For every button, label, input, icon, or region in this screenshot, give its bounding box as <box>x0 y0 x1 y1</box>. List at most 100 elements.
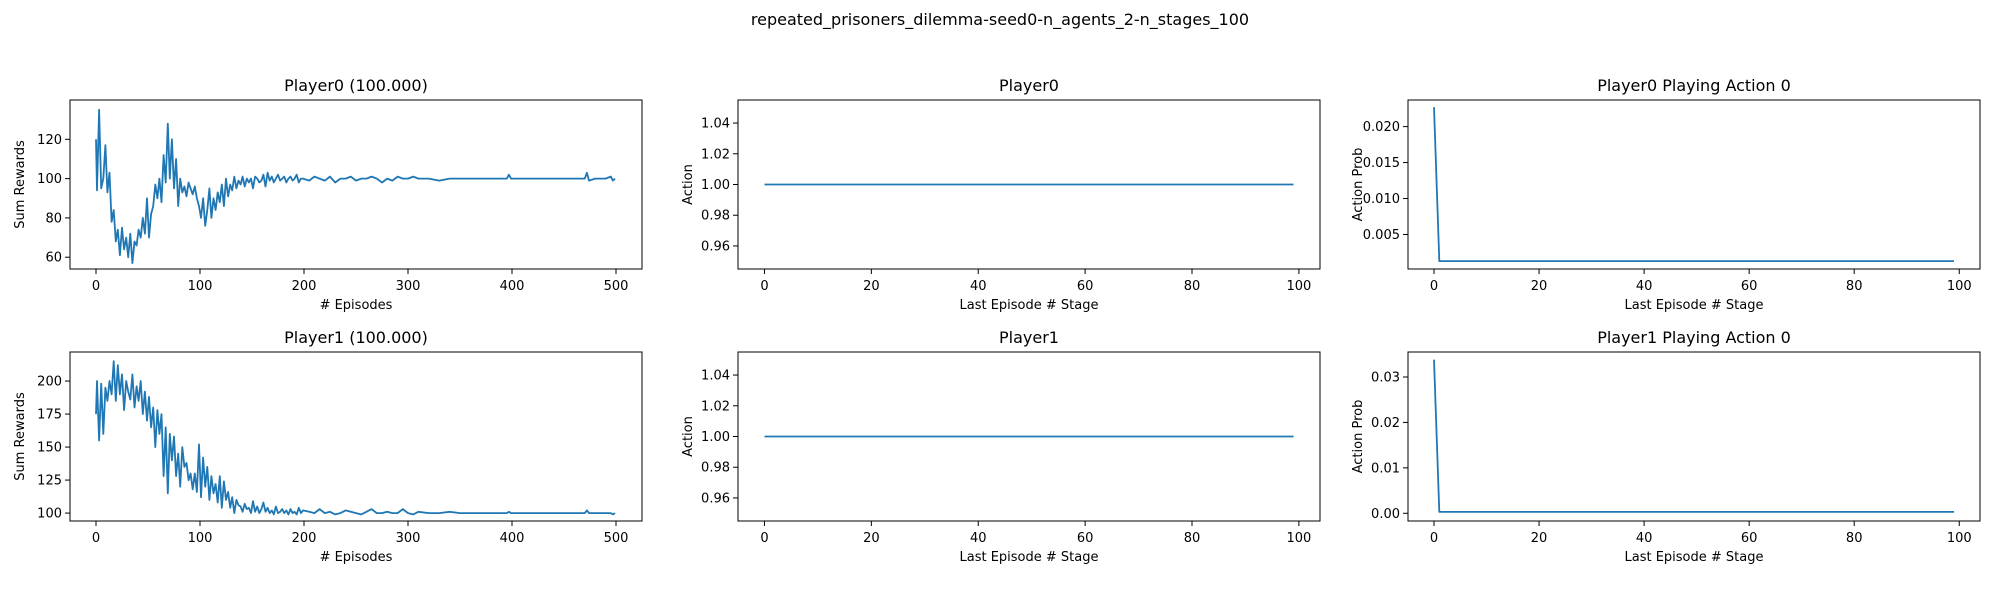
x-tick-label: 20 <box>863 279 880 294</box>
subplot-0: Player0 (100.000) 0 100 200 300 400 500 60 80 100… <box>13 76 643 313</box>
y-tick-label: 125 <box>37 474 62 489</box>
x-tick-label: 200 <box>292 531 317 546</box>
y-tick-label: 0.98 <box>701 461 730 476</box>
y-tick-label: 0.015 <box>1363 156 1400 171</box>
x-tick-label: 0 <box>92 531 100 546</box>
y-axis-label: Action <box>681 416 696 457</box>
figure-title: repeated_prisoners_dilemma-seed0-n_agent… <box>751 10 1249 30</box>
x-tick-label: 500 <box>604 531 629 546</box>
x-axis-label: Last Episode # Stage <box>1625 298 1764 313</box>
subplot-title: Player1 <box>999 328 1059 347</box>
x-tick-label: 0 <box>1430 531 1438 546</box>
x-tick-label: 80 <box>1184 531 1201 546</box>
x-tick-label: 300 <box>396 279 421 294</box>
axes-frame <box>737 351 1321 522</box>
x-tick-label: 100 <box>1286 531 1311 546</box>
series-line-0 <box>1433 107 1954 263</box>
subplot-title: Player0 (100.000) <box>284 76 428 95</box>
x-tick-label: 80 <box>1846 531 1863 546</box>
y-tick-label: 0.010 <box>1363 192 1400 207</box>
y-tick-label: 100 <box>37 172 62 187</box>
x-axis-label: Last Episode # Stage <box>1625 550 1764 565</box>
x-tick-label: 80 <box>1846 279 1863 294</box>
y-tick-label: 60 <box>45 251 62 266</box>
y-tick-label: 120 <box>37 133 62 148</box>
x-tick-label: 0 <box>92 279 100 294</box>
x-tick-label: 100 <box>188 279 213 294</box>
y-axis-label: Sum Rewards <box>13 392 28 481</box>
x-tick-label: 100 <box>1947 531 1972 546</box>
subplot-5: Player1 Playing Action 0 0 20 40 60 80 100 0.00… <box>1351 328 1981 565</box>
x-tick-label: 300 <box>396 531 421 546</box>
y-tick-label: 0.96 <box>701 491 730 506</box>
y-tick-label: 0.96 <box>701 239 730 254</box>
axes-frame <box>1407 351 1981 522</box>
y-tick-label: 1.00 <box>701 430 730 445</box>
axes-frame <box>1407 99 1981 270</box>
x-tick-label: 40 <box>1636 279 1653 294</box>
x-tick-label: 20 <box>1531 279 1548 294</box>
y-axis-label: Action <box>681 164 696 205</box>
y-axis-label: Sum Rewards <box>13 140 28 229</box>
subplot-title: Player0 <box>999 76 1059 95</box>
x-axis-label: Last Episode # Stage <box>960 298 1099 313</box>
x-tick-label: 20 <box>863 531 880 546</box>
subplot-4: Player1 0 20 40 60 80 100 0.96 0.98 1.00 1.02 1.04 L… <box>681 328 1321 565</box>
y-tick-label: 0.00 <box>1371 507 1400 522</box>
axes-frame <box>69 351 643 522</box>
subplot-3: Player1 (100.000) 0 100 200 300 400 500 100 125 1… <box>13 328 643 565</box>
y-tick-label: 200 <box>37 375 62 390</box>
x-tick-label: 60 <box>1077 531 1094 546</box>
x-tick-label: 0 <box>1430 279 1438 294</box>
y-tick-label: 150 <box>37 441 62 456</box>
x-tick-label: 60 <box>1077 279 1094 294</box>
y-tick-label: 0.005 <box>1363 228 1400 243</box>
y-tick-label: 80 <box>45 211 62 226</box>
x-tick-label: 40 <box>970 531 987 546</box>
subplot-1: Player0 0 20 40 60 80 100 0.96 0.98 1.00 1.02 1.04 L… <box>681 76 1321 313</box>
x-tick-label: 400 <box>500 279 525 294</box>
x-tick-label: 100 <box>1947 279 1972 294</box>
y-tick-label: 0.01 <box>1371 461 1400 476</box>
y-tick-label: 1.02 <box>701 399 730 414</box>
series-line-0 <box>95 360 616 516</box>
y-tick-label: 100 <box>37 507 62 522</box>
x-tick-label: 200 <box>292 279 317 294</box>
x-axis-label: Last Episode # Stage <box>960 550 1099 565</box>
y-tick-label: 1.04 <box>701 369 730 384</box>
x-tick-label: 0 <box>760 279 768 294</box>
subplot-2: Player0 Playing Action 0 0 20 40 60 80 100 0.00… <box>1351 76 1981 313</box>
y-tick-label: 1.02 <box>701 147 730 162</box>
x-tick-label: 100 <box>188 531 213 546</box>
y-tick-label: 0.03 <box>1371 370 1400 385</box>
x-tick-label: 80 <box>1184 279 1201 294</box>
x-tick-label: 40 <box>1636 531 1653 546</box>
subplot-title: Player1 Playing Action 0 <box>1597 328 1791 347</box>
y-tick-label: 0.02 <box>1371 416 1400 431</box>
subplot-title: Player1 (100.000) <box>284 328 428 347</box>
x-tick-label: 500 <box>604 279 629 294</box>
y-tick-label: 0.020 <box>1363 120 1400 135</box>
x-axis-label: # Episodes <box>320 298 393 313</box>
y-tick-label: 1.00 <box>701 178 730 193</box>
subplot-title: Player0 Playing Action 0 <box>1597 76 1791 95</box>
x-tick-label: 0 <box>760 531 768 546</box>
series-line-0 <box>95 108 616 265</box>
subplot-grid: Player0 (100.000)0 100 200 300 400 5006080100… <box>13 76 1981 565</box>
x-tick-label: 40 <box>970 279 987 294</box>
axes-frame <box>69 99 643 270</box>
y-tick-label: 175 <box>37 408 62 423</box>
y-tick-label: 0.98 <box>701 209 730 224</box>
x-tick-label: 100 <box>1286 279 1311 294</box>
x-tick-label: 60 <box>1741 279 1758 294</box>
y-tick-label: 1.04 <box>701 117 730 132</box>
y-axis-label: Action Prob <box>1351 148 1366 222</box>
y-axis-label: Action Prob <box>1351 400 1366 474</box>
x-axis-label: # Episodes <box>320 550 393 565</box>
x-tick-label: 400 <box>500 531 525 546</box>
x-tick-label: 60 <box>1741 531 1758 546</box>
series-line-0 <box>1433 359 1954 513</box>
x-tick-label: 20 <box>1531 531 1548 546</box>
axes-frame <box>737 99 1321 270</box>
